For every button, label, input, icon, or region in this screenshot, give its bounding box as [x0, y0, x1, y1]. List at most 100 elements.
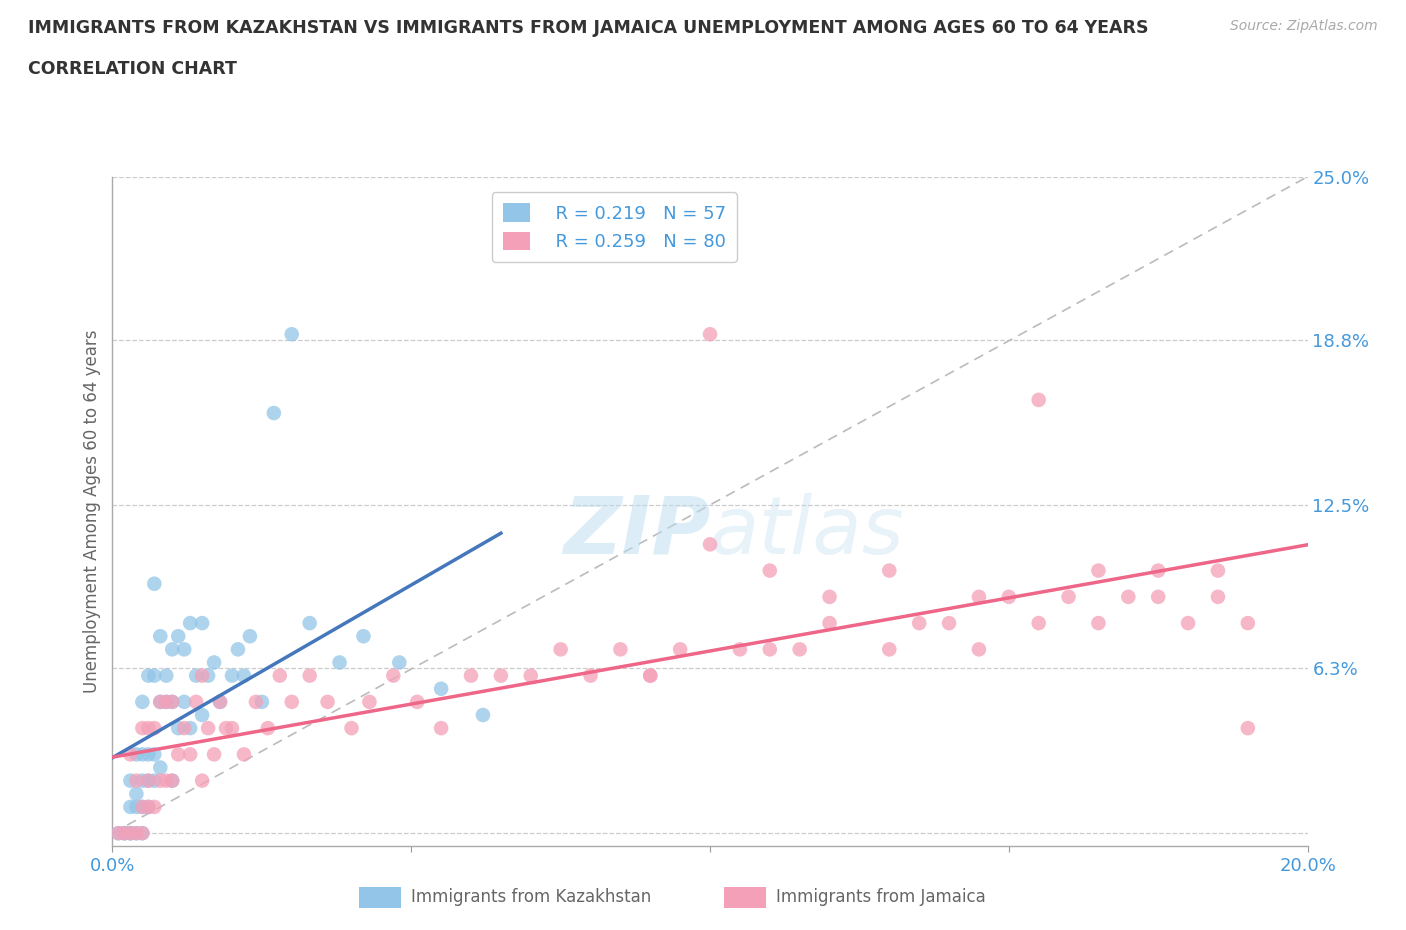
Text: Source: ZipAtlas.com: Source: ZipAtlas.com — [1230, 19, 1378, 33]
Point — [131, 826, 153, 841]
Point — [167, 629, 190, 644]
Point — [114, 826, 135, 841]
Point — [1028, 616, 1050, 631]
Point — [382, 668, 405, 683]
Point — [155, 695, 177, 710]
Point — [191, 616, 214, 631]
Point — [143, 773, 166, 788]
Legend:   R = 0.219   N = 57,   R = 0.259   N = 80: R = 0.219 N = 57, R = 0.259 N = 80 — [492, 193, 737, 262]
Point — [162, 695, 183, 710]
Point — [221, 721, 243, 736]
Point — [191, 668, 214, 683]
Point — [208, 695, 231, 710]
Point — [430, 721, 453, 736]
Point — [967, 590, 990, 604]
Point — [173, 721, 195, 736]
Point — [131, 773, 153, 788]
Point — [208, 695, 231, 710]
Point — [162, 695, 183, 710]
Point — [138, 773, 160, 788]
Point — [179, 616, 201, 631]
Point — [167, 747, 190, 762]
Point — [818, 616, 841, 631]
Point — [120, 747, 142, 762]
Point — [699, 326, 721, 341]
Point — [120, 800, 142, 815]
Point — [179, 747, 201, 762]
Point — [550, 642, 572, 657]
Point — [1177, 616, 1199, 631]
Point — [226, 642, 249, 657]
Point — [472, 708, 495, 723]
Point — [125, 787, 148, 802]
Point — [125, 826, 148, 841]
Point — [998, 590, 1021, 604]
Point — [143, 668, 166, 683]
Point — [579, 668, 602, 683]
Point — [107, 826, 129, 841]
Point — [125, 826, 148, 841]
Point — [1118, 590, 1140, 604]
Point — [114, 826, 135, 841]
Point — [669, 642, 692, 657]
Point — [789, 642, 811, 657]
Point — [149, 760, 172, 775]
Point — [173, 642, 195, 657]
Point — [138, 800, 160, 815]
Point — [257, 721, 280, 736]
Point — [162, 773, 183, 788]
Point — [197, 721, 219, 736]
Point — [197, 668, 219, 683]
Text: Immigrants from Kazakhstan: Immigrants from Kazakhstan — [411, 888, 651, 907]
Point — [143, 747, 166, 762]
Point — [131, 800, 153, 815]
Text: IMMIGRANTS FROM KAZAKHSTAN VS IMMIGRANTS FROM JAMAICA UNEMPLOYMENT AMONG AGES 60: IMMIGRANTS FROM KAZAKHSTAN VS IMMIGRANTS… — [28, 19, 1149, 36]
Point — [263, 405, 285, 420]
Point — [149, 773, 172, 788]
Point — [520, 668, 543, 683]
Point — [155, 668, 177, 683]
Point — [328, 655, 352, 670]
Point — [638, 668, 662, 683]
Point — [1087, 616, 1109, 631]
Text: Immigrants from Jamaica: Immigrants from Jamaica — [776, 888, 986, 907]
Point — [149, 695, 172, 710]
Point — [1147, 590, 1170, 604]
Point — [191, 773, 214, 788]
Point — [120, 826, 142, 841]
Point — [202, 655, 225, 670]
Point — [759, 564, 782, 578]
Point — [131, 695, 153, 710]
Point — [167, 721, 190, 736]
Point — [609, 642, 631, 657]
Point — [430, 682, 453, 697]
Point — [250, 695, 273, 710]
Point — [1057, 590, 1080, 604]
Point — [759, 642, 782, 657]
Text: ZIP: ZIP — [562, 493, 710, 571]
Point — [125, 800, 148, 815]
Point — [728, 642, 751, 657]
Point — [138, 668, 160, 683]
Point — [460, 668, 482, 683]
Point — [388, 655, 411, 670]
Point — [298, 668, 321, 683]
Point — [143, 577, 166, 591]
Point — [221, 668, 243, 683]
Point — [215, 721, 238, 736]
Point — [125, 747, 148, 762]
Point — [232, 668, 256, 683]
Point — [138, 721, 160, 736]
Point — [114, 826, 135, 841]
Point — [143, 721, 166, 736]
Text: CORRELATION CHART: CORRELATION CHART — [28, 60, 238, 78]
Point — [149, 629, 172, 644]
Point — [131, 747, 153, 762]
Point — [155, 773, 177, 788]
Point — [186, 695, 208, 710]
Point — [239, 629, 262, 644]
Point — [186, 668, 208, 683]
Point — [138, 800, 160, 815]
Point — [298, 616, 321, 631]
Point — [162, 773, 183, 788]
